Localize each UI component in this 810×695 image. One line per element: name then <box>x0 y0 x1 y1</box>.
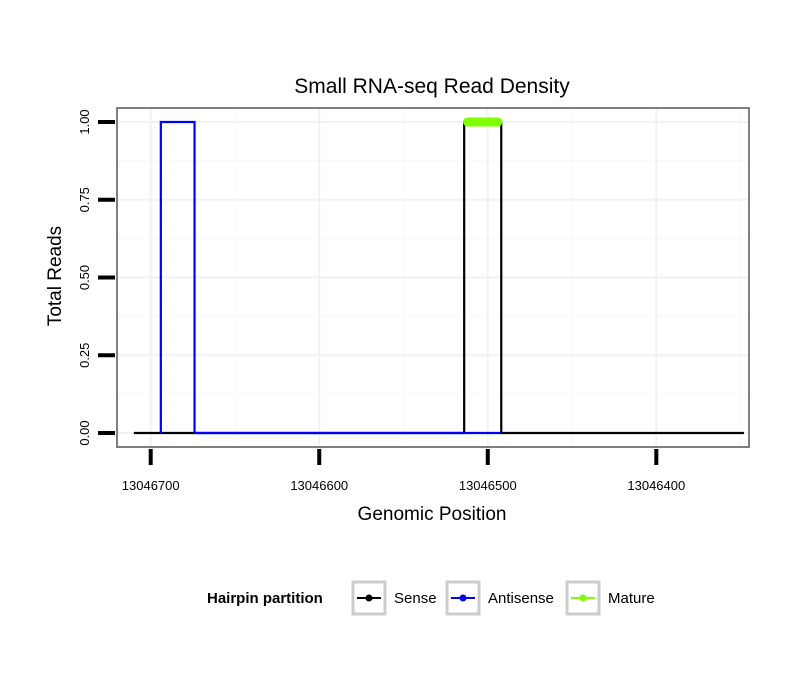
y-axis-label: Total Reads <box>45 226 66 326</box>
legend-key-dot-mature <box>579 594 587 602</box>
x-tick-label: 13046600 <box>290 478 348 493</box>
y-axis: 0.00 0.25 0.50 0.75 1.00 <box>77 109 115 446</box>
legend-key-dot-sense <box>365 594 373 602</box>
x-axis: 13046700 13046600 13046500 13046400 <box>122 449 685 493</box>
y-tick-label: 0.50 <box>77 265 92 290</box>
x-axis-label: Genomic Position <box>358 504 507 525</box>
y-tick-label: 0.00 <box>77 420 92 445</box>
legend-title: Hairpin partition <box>207 590 323 607</box>
y-tick-label: 1.00 <box>77 109 92 134</box>
legend: Hairpin partition Sense Antisense Mature <box>207 580 655 616</box>
legend-label-mature: Mature <box>608 590 655 607</box>
x-tick-label: 13046500 <box>459 478 517 493</box>
chart-title: Small RNA-seq Read Density <box>294 75 570 98</box>
x-tick-label: 13046700 <box>122 478 180 493</box>
legend-key-dot-antisense <box>459 594 467 602</box>
legend-label-sense: Sense <box>394 590 437 607</box>
y-tick-label: 0.75 <box>77 187 92 212</box>
series-line-antisense <box>159 120 502 435</box>
y-tick-label: 0.25 <box>77 343 92 368</box>
plot-panel-border <box>116 107 750 448</box>
x-tick-label: 13046400 <box>627 478 685 493</box>
legend-label-antisense: Antisense <box>488 590 554 607</box>
legend-entries: Sense Antisense Mature <box>351 580 655 616</box>
series-layer <box>133 117 744 435</box>
grid-minor <box>117 108 749 447</box>
